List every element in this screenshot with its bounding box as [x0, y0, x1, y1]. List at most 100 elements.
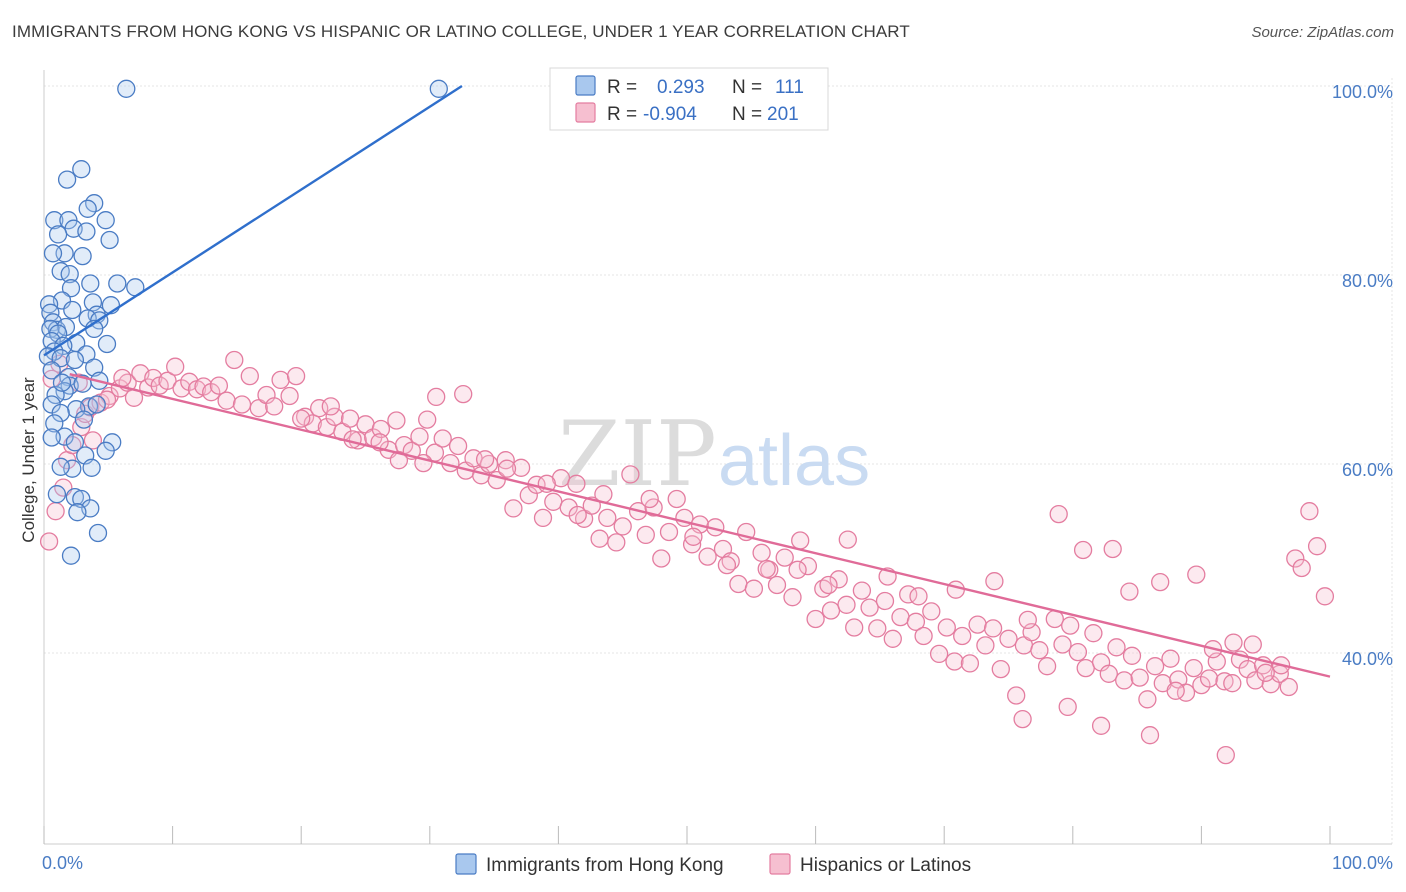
point-pink-101 [806, 609, 825, 629]
point-pink-177 [497, 459, 517, 478]
axes [43, 70, 1392, 845]
point-pink-196 [1120, 582, 1139, 601]
point-pink-187 [838, 530, 857, 549]
point-blue-39 [97, 334, 117, 354]
point-blue-56 [51, 403, 70, 423]
point-pink-127 [1007, 686, 1026, 705]
point-pink-98 [783, 588, 802, 607]
point-blue-5 [78, 199, 97, 218]
point-pink-66 [533, 508, 553, 528]
point-blue-64 [96, 441, 115, 460]
point-pink-186 [819, 575, 838, 595]
legend-r-value-pink: -0.904 [643, 104, 697, 125]
point-pink-182 [684, 527, 703, 546]
point-pink-166 [1307, 537, 1327, 556]
point-blue-12 [100, 230, 119, 250]
point-pink-147 [1161, 649, 1180, 668]
point-blue-11 [77, 222, 96, 241]
point-pink-172 [389, 451, 409, 470]
point-pink-174 [427, 387, 446, 407]
legend-swatch-pink [575, 102, 596, 123]
point-blue-61 [65, 433, 85, 452]
point-blue-76 [87, 395, 106, 414]
point-pink-209 [1058, 697, 1077, 717]
point-pink-115 [914, 626, 933, 646]
bottom-legend-swatch-blue [455, 853, 477, 875]
point-pink-110 [875, 591, 895, 611]
point-pink-111 [883, 629, 902, 648]
point-pink-62 [504, 499, 523, 518]
point-pink-202 [1243, 635, 1262, 654]
y-tick-labels: 40.0% 60.0% 80.0% 100.0% [1332, 82, 1393, 669]
point-pink-152 [1199, 669, 1219, 688]
point-pink-75 [607, 533, 626, 552]
y-tick-label-100: 100.0% [1332, 82, 1393, 102]
point-blue-77 [52, 373, 72, 392]
point-pink-205 [1013, 709, 1032, 729]
point-pink-184 [757, 559, 776, 579]
point-pink-185 [788, 560, 807, 579]
point-pink-208 [1216, 745, 1235, 765]
point-blue-8 [96, 211, 115, 230]
x-tick-label-min: 0.0% [42, 853, 83, 873]
legend-n-label-pink: N = [732, 104, 762, 125]
point-pink-194 [1073, 540, 1093, 560]
point-pink-94 [752, 543, 771, 562]
point-blue-73 [88, 523, 108, 543]
point-blue-0 [117, 79, 136, 98]
point-pink-130 [1030, 641, 1049, 660]
point-pink-18 [166, 357, 185, 376]
correlation-legend: R = 0.293 N = 111 R = -0.904 N = 201 [549, 67, 829, 131]
point-blue-17 [60, 264, 79, 284]
point-pink-143 [1130, 668, 1149, 687]
point-blue-15 [73, 246, 92, 266]
point-pink-189 [909, 587, 928, 606]
point-blue-2 [72, 160, 91, 179]
legend-r-label-blue: R = [607, 77, 637, 98]
point-pink-165 [1300, 502, 1319, 521]
point-pink-122 [968, 615, 987, 634]
point-blue-59 [55, 427, 74, 446]
point-blue-72 [68, 503, 87, 522]
point-pink-32 [271, 370, 290, 390]
point-pink-212 [113, 368, 132, 388]
point-pink-80 [644, 498, 663, 517]
point-pink-145 [1145, 657, 1165, 676]
point-pink-104 [829, 570, 848, 589]
y-tick-label-40: 40.0% [1342, 649, 1393, 669]
chart-title: IMMIGRANTS FROM HONG KONG VS HISPANIC OR… [12, 22, 910, 41]
point-pink-120 [953, 626, 972, 646]
point-blue-66 [82, 458, 101, 477]
legend-n-value-pink: 201 [767, 104, 799, 125]
point-pink-77 [621, 465, 640, 484]
point-pink-37 [310, 399, 329, 418]
point-pink-150 [1184, 658, 1203, 678]
point-pink-112 [891, 607, 910, 627]
point-pink-47 [387, 411, 406, 430]
point-pink-139 [1099, 664, 1118, 683]
point-pink-105 [837, 595, 856, 614]
x-tick-label-max: 100.0% [1332, 853, 1393, 873]
point-pink-103 [821, 601, 841, 620]
watermark-atlas: atlas [718, 421, 870, 501]
point-blue-69 [65, 487, 85, 507]
point-pink-123 [976, 636, 995, 655]
bottom-legend-swatch-pink [769, 853, 791, 875]
point-pink-45 [371, 419, 391, 439]
point-pink-91 [729, 574, 748, 594]
point-pink-50 [410, 427, 429, 446]
point-blue-68 [47, 485, 67, 504]
watermark: ZIP atlas [558, 402, 870, 507]
point-pink-137 [1084, 624, 1103, 643]
point-pink-144 [1138, 690, 1157, 709]
point-pink-109 [868, 619, 887, 638]
trend-lines [43, 84, 1331, 678]
point-pink-195 [1103, 539, 1122, 559]
point-pink-192 [1018, 610, 1037, 630]
point-pink-108 [860, 598, 879, 617]
point-blue-10 [48, 225, 68, 244]
point-blue-20 [61, 279, 81, 298]
point-pink-121 [960, 654, 980, 673]
point-blue-6 [45, 211, 64, 230]
point-pink-76 [613, 517, 632, 536]
